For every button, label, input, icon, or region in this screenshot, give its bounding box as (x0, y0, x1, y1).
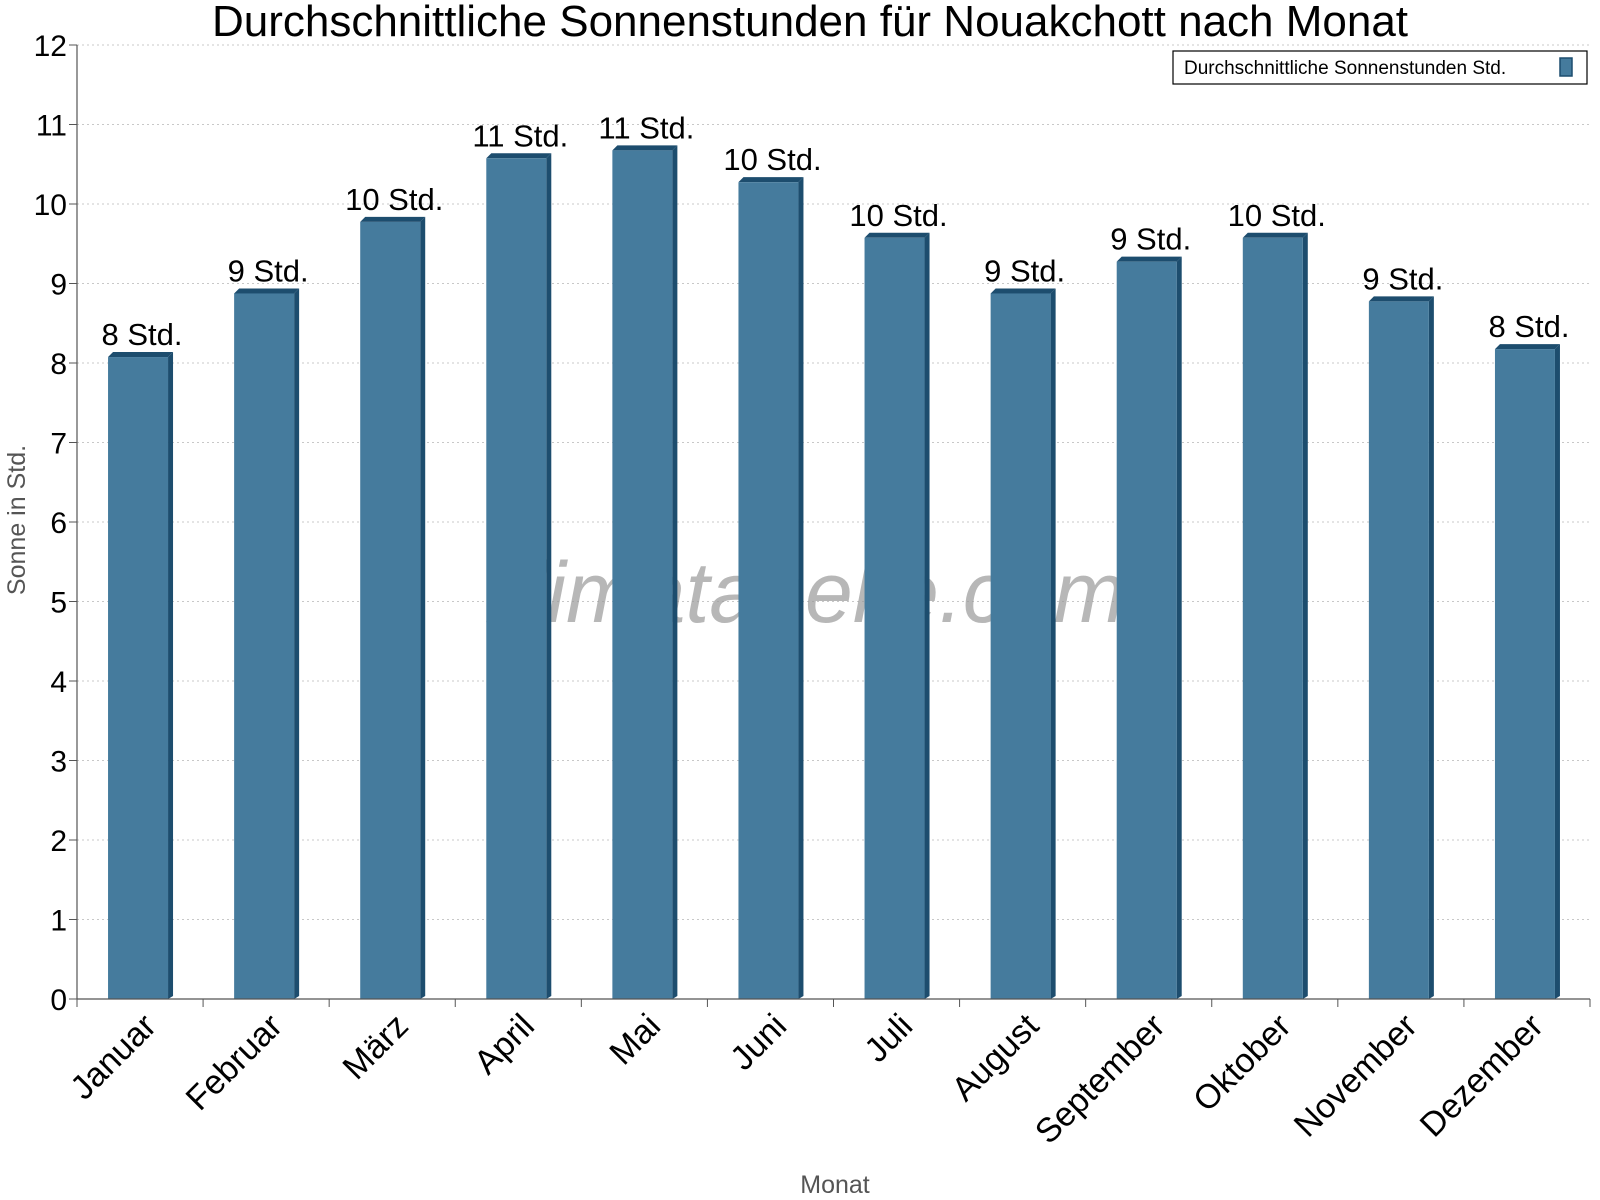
y-tick-label: 8 (50, 348, 67, 381)
y-axis-label: Sonne in Std. (3, 445, 31, 595)
bar-side (798, 177, 804, 999)
x-tick-label: Januar (63, 1007, 163, 1107)
bar-top (234, 288, 300, 294)
bar (612, 145, 678, 1000)
bar-top (486, 153, 552, 159)
x-tick-label: April (467, 1007, 542, 1082)
bar-side (672, 145, 678, 1000)
y-tick-label: 7 (50, 428, 67, 461)
x-tick-label: Juli (857, 1007, 920, 1070)
bar-top (108, 352, 174, 358)
bar-face (108, 357, 169, 999)
bar-face (612, 150, 673, 1000)
x-tick-label: Februar (179, 1007, 290, 1118)
bar (864, 232, 930, 1000)
bar (486, 153, 552, 1000)
bar-top (612, 145, 678, 151)
y-tick-label: 10 (34, 189, 67, 222)
chart-title: Durchschnittliche Sonnenstunden für Noua… (212, 0, 1408, 46)
bar-face (360, 221, 421, 999)
bar-face (1494, 349, 1555, 1000)
bar (990, 288, 1056, 999)
bar-face (990, 293, 1051, 999)
bar-side (924, 232, 930, 1000)
x-tick-labels: Januar Februar März April Mai Juni Juli AugustS… (63, 1006, 1550, 1151)
x-tick-label: Dezember (1413, 1007, 1551, 1145)
legend-swatch (1559, 57, 1573, 77)
bar-value-label: 9 Std. (984, 253, 1065, 288)
bar-face (1368, 301, 1429, 999)
y-tick-label: 0 (50, 984, 67, 1017)
grid-lines (77, 44, 1590, 920)
bar (108, 352, 174, 999)
bar-side (1050, 288, 1056, 999)
y-tick-label: 11 (36, 110, 67, 143)
bar-top (990, 288, 1056, 294)
x-tick-label: Oktober (1186, 1007, 1298, 1119)
bar-top (1242, 232, 1308, 238)
y-tick-label: 3 (50, 746, 67, 779)
y-tick-label: 12 (34, 30, 67, 63)
legend-entry-label: Durchschnittliche Sonnenstunden Std. (1184, 58, 1506, 79)
bar-value-label: 11 Std. (472, 118, 568, 153)
bar-side (1554, 344, 1560, 1000)
bars-group: 8 Std. 9 Std. 10 Std. 11 Std. 11 Std. 10 Std.… (102, 110, 1569, 1000)
bar-side (1428, 296, 1434, 999)
bar (1242, 232, 1308, 1000)
bar (234, 288, 300, 999)
bar-face (1242, 237, 1303, 1000)
axes (69, 44, 1591, 1007)
bar (1116, 256, 1182, 999)
bar-face (738, 182, 799, 999)
x-tick-label: Juni (723, 1007, 794, 1078)
bar-face (864, 237, 925, 1000)
bar-value-label: 10 Std. (1228, 198, 1326, 233)
y-tick-label: 1 (50, 905, 67, 938)
bar-value-label: 10 Std. (345, 182, 443, 217)
bar-top (1368, 296, 1434, 302)
bar-top (1494, 344, 1560, 350)
legend: Durchschnittliche Sonnenstunden Std. (1172, 50, 1588, 85)
bar-value-label: 9 Std. (228, 253, 309, 288)
bar-face (1116, 261, 1177, 999)
bar-side (168, 352, 174, 999)
bar-side (420, 216, 426, 999)
bar (1494, 344, 1560, 1000)
bar-side (546, 153, 552, 1000)
bar (738, 177, 804, 999)
x-tick-label: März (336, 1007, 416, 1087)
bar-value-label: 9 Std. (1362, 261, 1443, 296)
bar (360, 216, 426, 999)
y-tick-label: 5 (50, 587, 67, 620)
x-axis-label: Monat (800, 1171, 870, 1199)
legend-box (1172, 50, 1588, 85)
bar-value-label: 8 Std. (1488, 309, 1569, 344)
x-tick-label: August (945, 1006, 1047, 1108)
bar-side (1302, 232, 1308, 1000)
x-tick-label: November (1287, 1007, 1425, 1145)
y-tick-label: 4 (50, 666, 67, 699)
bar-value-label: 10 Std. (849, 198, 947, 233)
bar-side (294, 288, 300, 999)
bar-value-label: 11 Std. (598, 110, 694, 145)
bar-top (1116, 256, 1182, 262)
bar-face (234, 293, 295, 999)
x-tick-label: Mai (602, 1007, 668, 1073)
bar-value-label: 8 Std. (102, 317, 183, 352)
bar-top (738, 177, 804, 183)
bar-top (360, 216, 426, 222)
bar-value-label: 9 Std. (1110, 222, 1191, 257)
bar-top (864, 232, 930, 238)
y-tick-label: 6 (50, 507, 67, 540)
x-tick-label: September (1028, 1007, 1172, 1151)
y-tick-label: 9 (50, 269, 67, 302)
bar (1368, 296, 1434, 999)
y-tick-label: 2 (50, 825, 67, 858)
bar-face (486, 158, 547, 1000)
bar-side (1176, 256, 1182, 999)
bar-value-label: 10 Std. (723, 142, 821, 177)
